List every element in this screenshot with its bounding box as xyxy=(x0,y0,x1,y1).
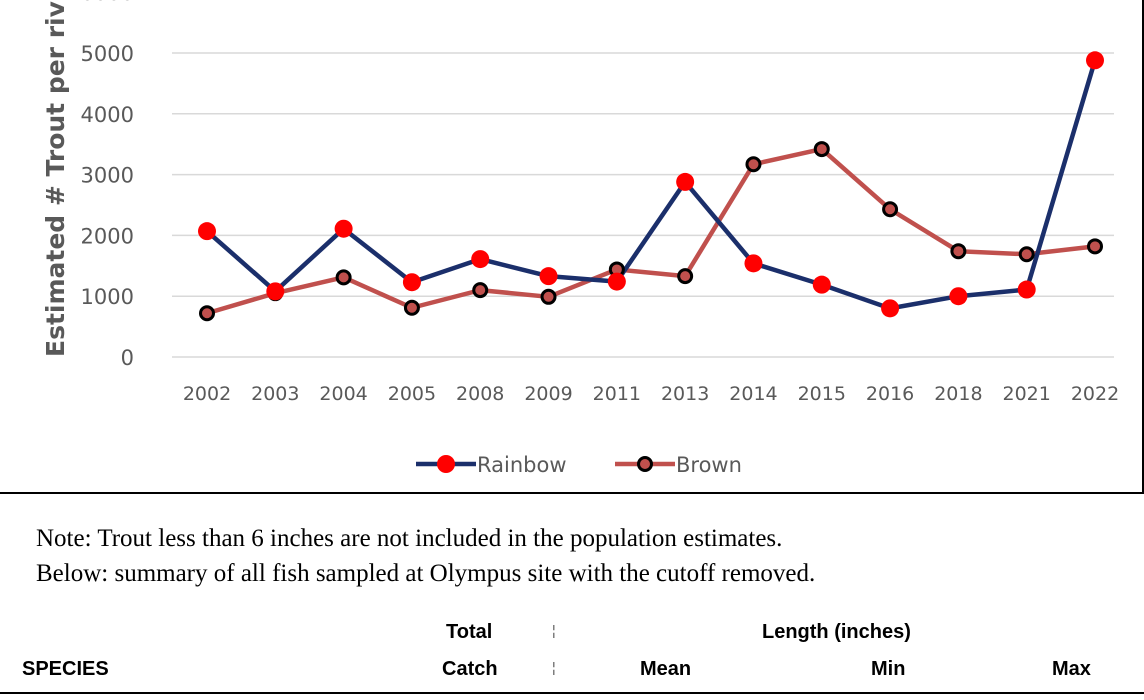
legend-marker-brown xyxy=(637,456,653,472)
x-tick-label: 2016 xyxy=(866,383,914,405)
data-point-brown xyxy=(882,201,899,218)
data-point-rainbow xyxy=(1017,280,1036,299)
table-col-catch: Catch xyxy=(442,658,498,680)
data-point-rainbow xyxy=(812,275,831,294)
table-col-max: Max xyxy=(1052,658,1091,680)
data-point-rainbow xyxy=(1086,51,1104,70)
table-header-rule xyxy=(0,692,1144,694)
data-point-rainbow xyxy=(949,287,968,306)
series-line-rainbow xyxy=(205,59,1098,311)
table-header-separator: ¦ xyxy=(552,622,556,638)
data-point-rainbow xyxy=(402,273,421,292)
table-header-total: Total xyxy=(446,621,493,643)
legend-marker-rainbow xyxy=(437,455,455,473)
data-point-rainbow xyxy=(607,272,626,291)
data-point-brown xyxy=(677,268,694,285)
x-tick-label: 2005 xyxy=(388,383,436,405)
legend-label-brown: Brown xyxy=(676,453,742,477)
y-tick-label: 6000 xyxy=(81,0,134,5)
x-tick-label: 2009 xyxy=(524,383,572,405)
note-line-1: Note: Trout less than 6 inches are not i… xyxy=(36,525,783,552)
data-point-brown xyxy=(745,156,762,173)
y-axis-label: Estimated # Trout per river xyxy=(41,0,70,357)
x-tick-label: 2014 xyxy=(729,383,777,405)
x-tick-label: 2003 xyxy=(251,383,299,405)
data-point-brown xyxy=(403,299,420,316)
chart-frame: 0 1000 2000 3000 4000 5000 6000 Estimated # Tro… xyxy=(0,0,1144,494)
data-point-rainbow xyxy=(881,299,900,318)
x-tick-label: 2008 xyxy=(456,383,504,405)
data-point-rainbow xyxy=(198,222,216,241)
table-col-mean: Mean xyxy=(640,658,692,680)
trout-population-chart: 0 1000 2000 3000 4000 5000 6000 Estimated # Tro… xyxy=(41,0,1119,477)
table-header-length: Length (inches) xyxy=(762,621,911,643)
y-tick-label: 2000 xyxy=(81,224,134,248)
x-tick-label: 2021 xyxy=(1003,383,1051,405)
data-point-rainbow xyxy=(744,254,763,273)
y-tick-label: 0 xyxy=(121,346,134,370)
y-tick-label: 4000 xyxy=(81,103,134,127)
data-point-brown xyxy=(199,305,215,322)
data-point-rainbow xyxy=(334,219,353,238)
data-point-brown xyxy=(950,243,967,260)
data-point-rainbow xyxy=(539,267,558,286)
x-tick-label: 2018 xyxy=(934,383,982,405)
x-tick-label: 2002 xyxy=(183,383,231,405)
table-col-min: Min xyxy=(871,658,906,680)
data-point-rainbow xyxy=(676,172,695,191)
table-col-separator: ¦ xyxy=(552,659,556,675)
y-tick-label: 3000 xyxy=(81,164,134,188)
data-point-rainbow xyxy=(266,282,285,301)
data-point-brown xyxy=(1018,246,1035,263)
series-line-brown xyxy=(206,146,1096,316)
data-point-brown xyxy=(472,282,489,299)
data-point-brown xyxy=(1087,238,1103,255)
data-point-brown xyxy=(813,141,830,158)
x-tick-label: 2011 xyxy=(593,383,641,405)
x-tick-label: 2013 xyxy=(661,383,709,405)
y-tick-label: 1000 xyxy=(81,285,134,309)
note-line-2: Below: summary of all fish sampled at Ol… xyxy=(36,560,816,587)
data-point-rainbow xyxy=(471,250,490,269)
data-point-brown xyxy=(540,288,557,305)
x-tick-label: 2004 xyxy=(319,383,367,405)
y-tick-label: 5000 xyxy=(81,42,134,66)
legend-label-rainbow: Rainbow xyxy=(477,453,567,477)
x-tick-label: 2022 xyxy=(1071,383,1119,405)
x-tick-label: 2015 xyxy=(798,383,846,405)
table-col-species: SPECIES xyxy=(22,658,109,680)
data-point-brown xyxy=(335,269,352,286)
